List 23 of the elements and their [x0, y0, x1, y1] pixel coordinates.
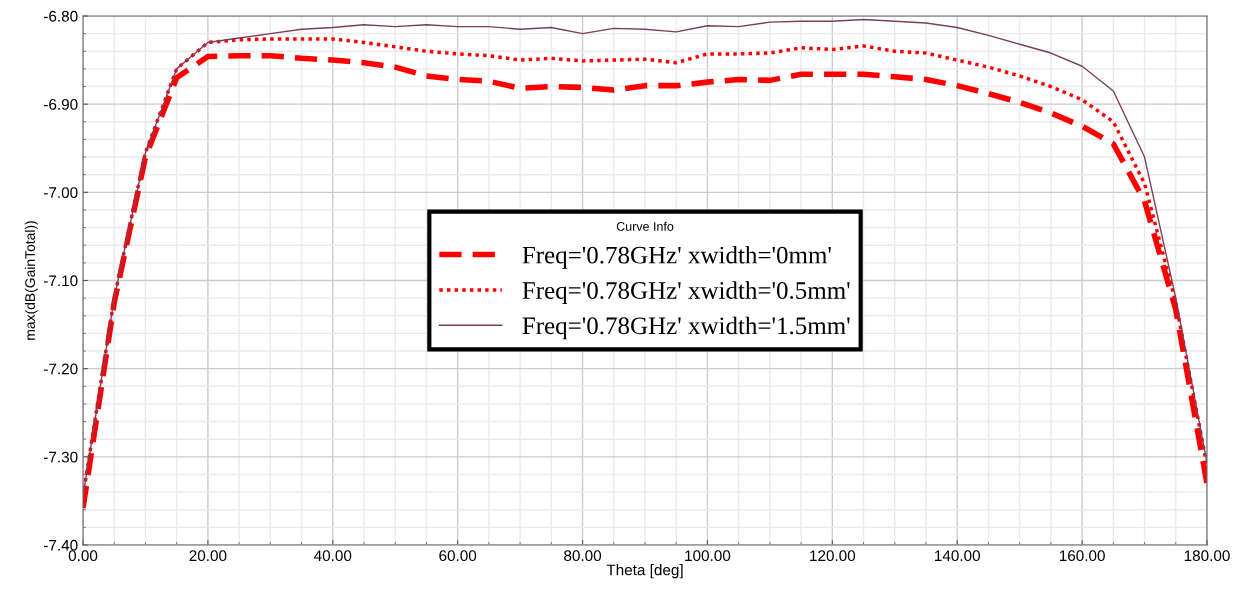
x-tick-label: 120.00 — [810, 550, 856, 562]
y-tick-label: -7.10 — [44, 275, 78, 287]
x-tick-label: 60.00 — [439, 550, 477, 562]
y-tick-label: -7.30 — [44, 451, 78, 463]
x-axis-title: Theta [deg] — [606, 564, 683, 579]
y-tick-label: -6.90 — [44, 99, 78, 110]
legend-label: Freq='0.78GHz' xwidth='0mm' — [522, 245, 831, 269]
x-tick-label: 0.00 — [68, 550, 98, 562]
x-tick-label: 160.00 — [1059, 550, 1105, 562]
x-tick-label: 20.00 — [189, 550, 227, 562]
x-tick-label: 180.00 — [1184, 550, 1230, 562]
x-tick-label: 140.00 — [935, 550, 980, 562]
y-tick-label: -7.20 — [44, 363, 78, 375]
legend-title: Curve Info — [616, 221, 674, 231]
x-tick-label: 100.00 — [685, 550, 731, 562]
legend-label: Freq='0.78GHz' xwidth='1.5mm' — [522, 316, 850, 340]
legend-label: Freq='0.78GHz' xwidth='0.5mm' — [522, 281, 850, 304]
x-tick-label: 40.00 — [314, 550, 352, 562]
y-tick-label: -6.80 — [44, 10, 78, 22]
y-tick-label: -7.00 — [44, 187, 78, 199]
y-axis-title: max(dB(GainTotal)) — [24, 221, 38, 340]
y-tick-label: -7.40 — [44, 539, 78, 551]
x-tick-label: 80.00 — [564, 550, 602, 562]
